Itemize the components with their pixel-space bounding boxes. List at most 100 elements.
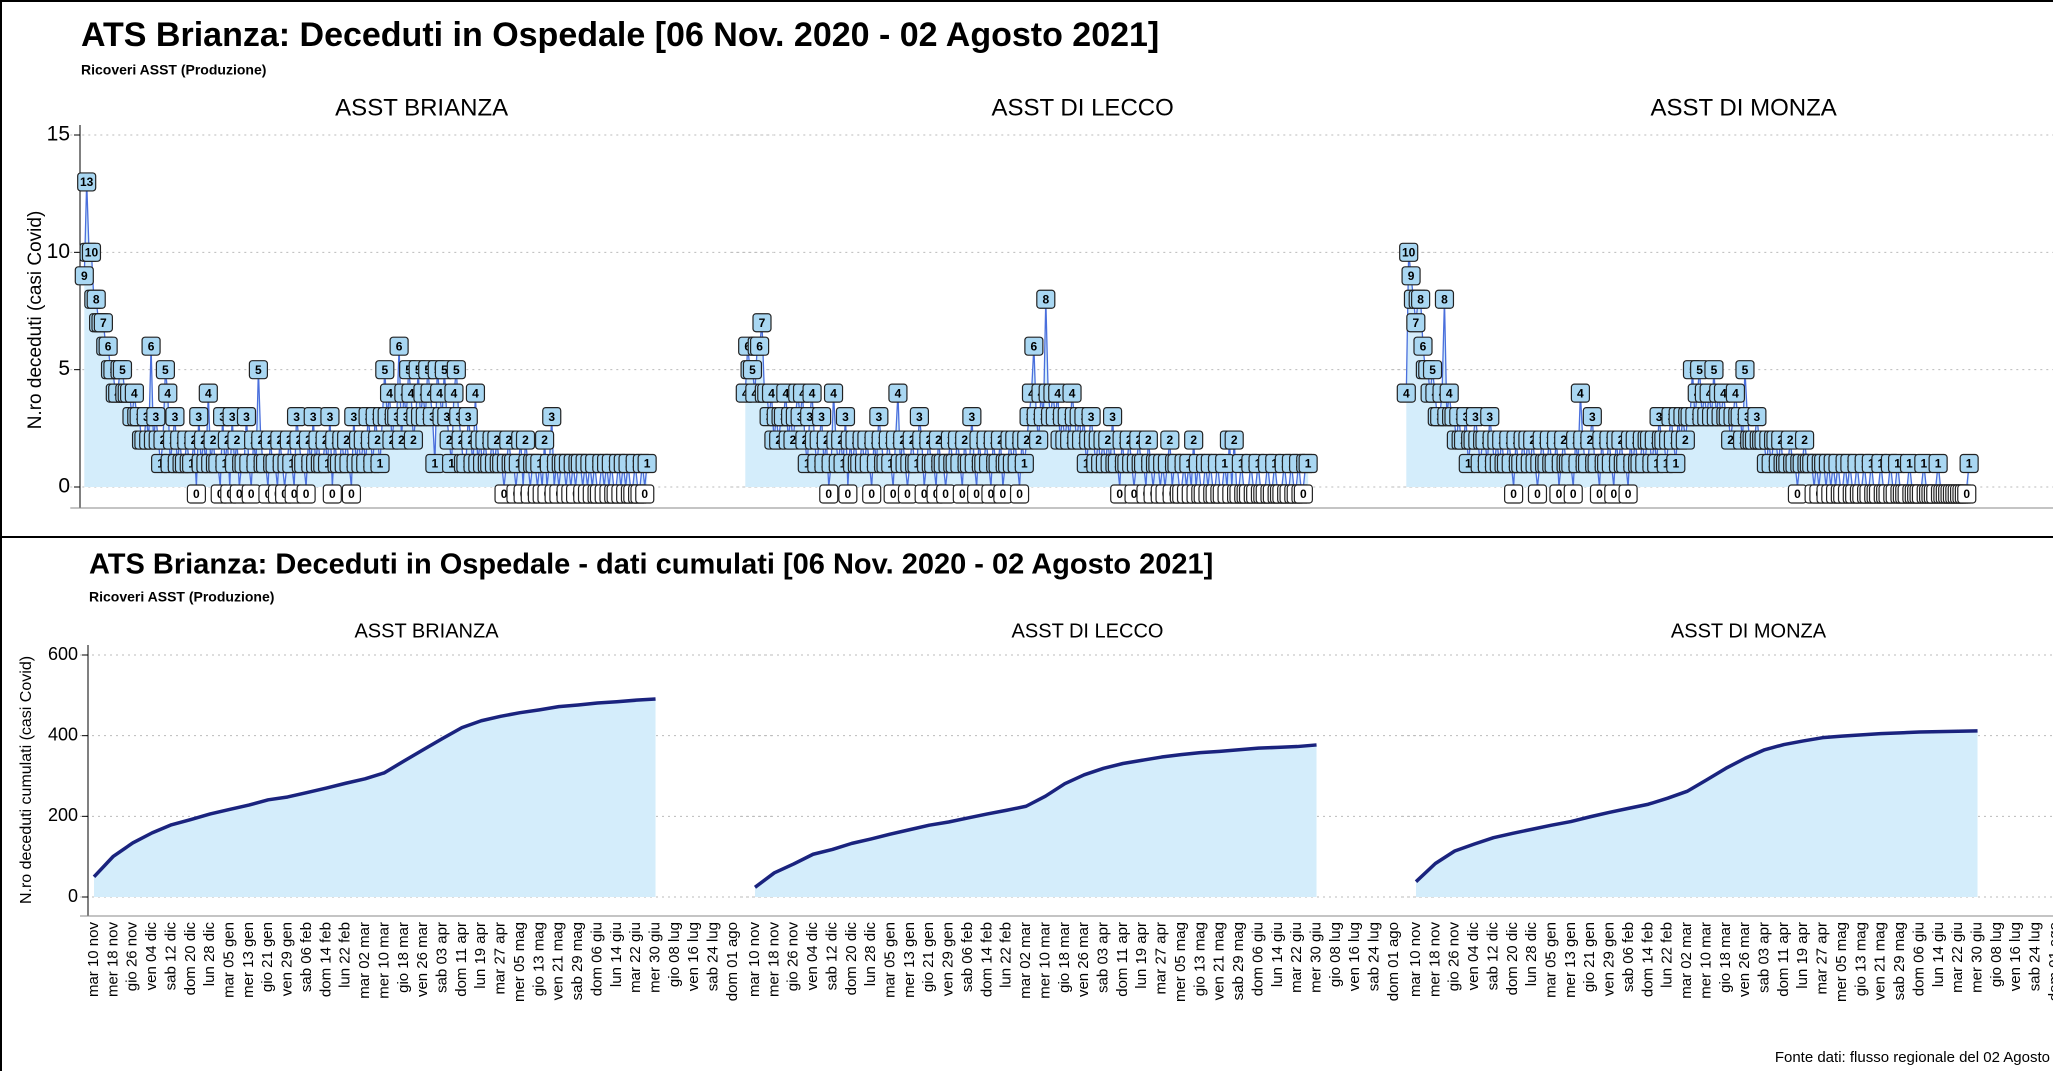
data-label-text: 3 <box>548 410 555 424</box>
data-label-text: 5 <box>119 363 126 377</box>
data-label-text: 3 <box>443 410 450 424</box>
x-tick-label: dom 11 apr <box>1775 922 1792 997</box>
x-tick-label: sab 06 feb <box>959 922 976 992</box>
data-label-box <box>742 360 763 380</box>
data-label-box <box>77 172 97 192</box>
x-tick-label: gio 08 lug <box>666 922 683 987</box>
x-tick-label: mar 02 mar <box>1678 922 1695 999</box>
data-label-text: 6 <box>756 339 763 353</box>
data-label: 3 <box>189 407 209 427</box>
x-tick-label: mar 02 mar <box>1017 922 1034 999</box>
data-label: 6 <box>1413 336 1433 356</box>
data-label-text: 5 <box>162 363 169 377</box>
y-axis-label: N.ro deceduti (casi Covid) <box>25 211 46 430</box>
data-label: 0 <box>1957 484 1977 504</box>
data-label-text: 4 <box>1069 386 1076 400</box>
data-label-text: 3 <box>1486 410 1493 424</box>
data-label: 7 <box>93 313 113 333</box>
y-tick-label: 200 <box>48 805 78 825</box>
x-tick-label: lun 19 apr <box>1133 922 1150 989</box>
data-label-box <box>124 383 144 403</box>
x-tick-label: mer 05 mag <box>1833 922 1850 1002</box>
data-label: 1 <box>1928 453 1948 474</box>
data-label: 1 <box>425 453 445 474</box>
data-label-text: 4 <box>451 386 458 400</box>
data-label-text: 2 <box>522 433 529 447</box>
x-tick-label: dom 01 ago <box>724 922 741 1001</box>
data-label: 0 <box>838 484 858 504</box>
data-label: 9 <box>74 266 94 286</box>
x-tick-label: sab 29 mag <box>1230 922 1247 1000</box>
data-label-box <box>835 407 856 427</box>
data-label-text: 2 <box>1787 433 1794 447</box>
data-label: 6 <box>750 336 770 356</box>
data-label-text: 8 <box>1042 292 1049 306</box>
data-label-text: 1 <box>1672 457 1679 471</box>
data-label-text: 3 <box>195 410 202 424</box>
data-label: 1 <box>1014 453 1034 474</box>
x-tick-label: dom 14 feb <box>1639 922 1656 997</box>
x-tick-label: gio 08 lug <box>1988 922 2005 987</box>
data-label: 4 <box>198 383 218 403</box>
x-tick-label: dom 06 giu <box>1249 922 1266 996</box>
data-label-text: 0 <box>1596 487 1603 501</box>
y-tick-label: 5 <box>58 357 70 380</box>
data-label-box <box>74 266 94 286</box>
x-tick-label: dom 14 feb <box>978 922 995 997</box>
data-label-text: 8 <box>1441 292 1448 306</box>
data-label-text: 8 <box>1417 292 1424 306</box>
data-label-text: 2 <box>234 433 241 447</box>
data-label: 13 <box>77 172 97 192</box>
x-tick-label: ven 04 dic <box>804 922 821 991</box>
data-label: 10 <box>81 242 102 262</box>
data-label: 4 <box>158 383 178 403</box>
x-tick-label: sab 12 dic <box>1484 922 1501 991</box>
data-label-text: 0 <box>248 487 255 501</box>
data-label-text: 0 <box>1000 487 1007 501</box>
data-label-text: 4 <box>830 386 837 400</box>
data-label-box <box>165 407 185 427</box>
data-label: 4 <box>124 383 144 403</box>
x-tick-label: sab 12 dic <box>823 922 840 991</box>
data-label-text: 7 <box>100 316 107 330</box>
data-label-text: 9 <box>81 269 88 283</box>
data-label-text: 5 <box>1696 363 1703 377</box>
x-tick-label: lun 19 apr <box>1794 922 1811 989</box>
data-label-box <box>752 313 772 333</box>
x-tick-label: mer 18 nov <box>765 922 782 998</box>
data-label-text: 0 <box>890 487 897 501</box>
data-label-text: 0 <box>641 487 648 501</box>
x-tick-label: gio 18 mar <box>395 922 412 993</box>
panel-title: ASST BRIANZA <box>354 620 499 642</box>
data-label-text: 0 <box>348 487 355 501</box>
data-label: 0 <box>1618 484 1638 504</box>
x-tick-label: sab 24 lug <box>2027 922 2044 991</box>
data-label: 0 <box>1504 484 1524 504</box>
data-label: 0 <box>186 484 206 504</box>
data-label-box <box>819 484 839 504</box>
x-tick-label: dom 20 dic <box>1504 922 1521 996</box>
data-label-text: 1 <box>644 457 651 471</box>
data-label: 7 <box>1406 313 1426 333</box>
x-tick-label: mer 10 mar <box>375 922 392 999</box>
data-label-box <box>112 360 133 380</box>
data-label-text: 0 <box>1300 487 1307 501</box>
data-label: 1 <box>1666 453 1686 474</box>
data-label-box <box>909 407 929 427</box>
data-label-text: 7 <box>1412 316 1419 330</box>
data-label: 2 <box>403 430 424 450</box>
data-label-text: 5 <box>381 363 388 377</box>
data-label-text: 4 <box>895 386 902 400</box>
data-label-box <box>320 407 340 427</box>
data-label-text: 0 <box>845 487 852 501</box>
data-label-box <box>155 360 175 380</box>
x-tick-label: lun 14 giu <box>1269 922 1286 987</box>
x-tick-label: mar 27 apr <box>492 922 509 995</box>
x-tick-label: gio 26 nov <box>1446 922 1463 992</box>
data-label-text: 6 <box>105 339 112 353</box>
data-label: 0 <box>296 484 316 504</box>
data-label: 3 <box>1081 407 1101 427</box>
x-tick-label: mer 13 gen <box>1562 922 1579 998</box>
data-label-text: 2 <box>961 433 968 447</box>
data-label: 0 <box>936 484 956 504</box>
